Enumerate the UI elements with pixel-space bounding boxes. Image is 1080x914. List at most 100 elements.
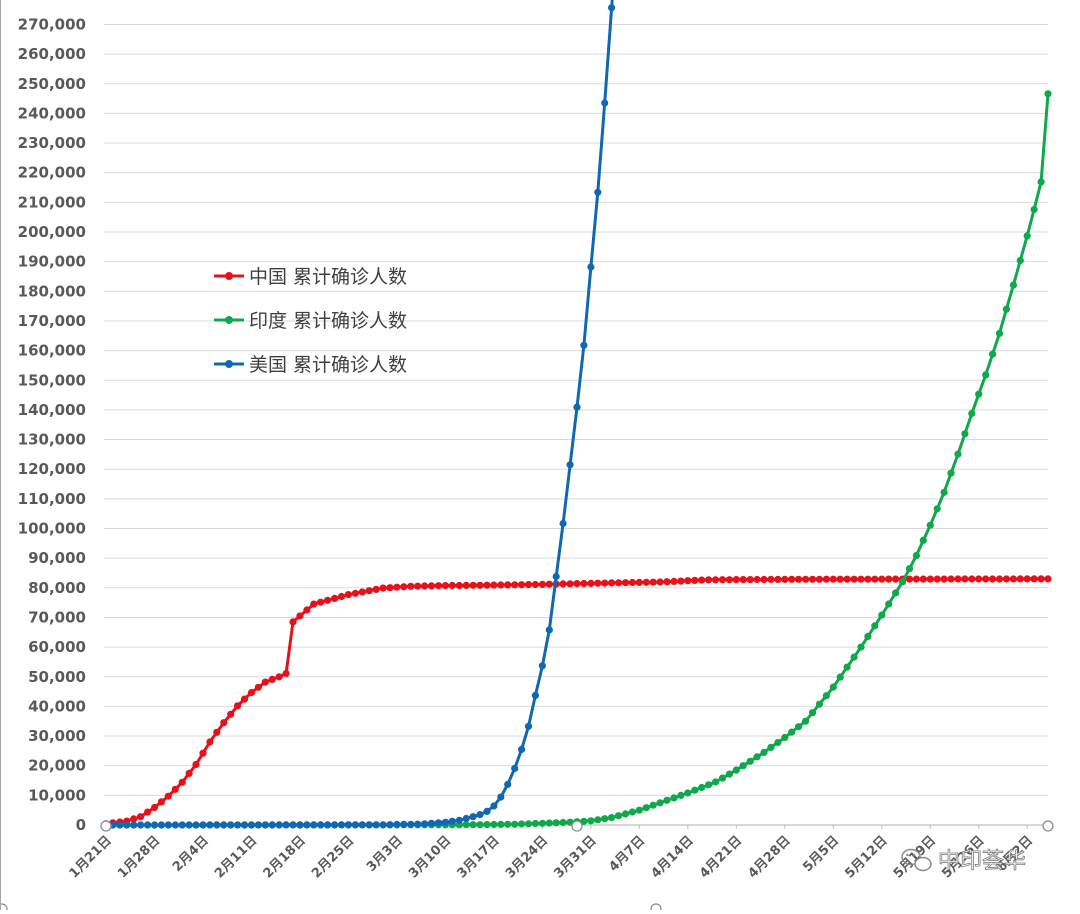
data-point bbox=[691, 576, 699, 585]
data-point bbox=[885, 600, 893, 608]
data-point bbox=[365, 821, 373, 829]
data-point bbox=[615, 812, 623, 820]
legend-item: 印度 累计确诊人数 bbox=[214, 310, 407, 332]
data-point bbox=[123, 821, 131, 829]
resize-handle[interactable] bbox=[1042, 820, 1054, 832]
data-point bbox=[788, 575, 796, 583]
data-point bbox=[677, 577, 685, 585]
data-point bbox=[1030, 205, 1038, 214]
data-point bbox=[324, 596, 332, 604]
data-point bbox=[137, 813, 145, 821]
data-point bbox=[822, 692, 831, 700]
data-point bbox=[1016, 575, 1024, 583]
data-point bbox=[843, 663, 851, 671]
series-2 bbox=[102, 0, 616, 829]
data-point bbox=[642, 578, 650, 586]
data-point bbox=[885, 575, 893, 583]
data-point bbox=[559, 580, 567, 588]
series-lines bbox=[102, 0, 1052, 829]
data-point bbox=[815, 700, 824, 708]
data-point bbox=[1037, 575, 1045, 583]
data-point bbox=[788, 728, 796, 736]
data-point bbox=[407, 582, 415, 590]
data-point bbox=[753, 575, 761, 584]
data-point bbox=[608, 4, 616, 12]
series-line bbox=[106, 93, 1050, 827]
data-point bbox=[213, 728, 221, 736]
data-point bbox=[711, 576, 720, 584]
data-point bbox=[621, 579, 630, 587]
data-point bbox=[573, 580, 581, 588]
data-point bbox=[926, 575, 934, 583]
data-point bbox=[746, 757, 754, 765]
y-tick-label: 70,000 bbox=[28, 608, 86, 626]
data-point bbox=[705, 576, 713, 584]
data-point bbox=[483, 581, 491, 589]
data-point bbox=[843, 575, 851, 583]
data-point bbox=[663, 796, 671, 804]
data-point bbox=[504, 581, 512, 589]
data-point bbox=[261, 821, 269, 829]
data-point bbox=[940, 488, 948, 496]
data-point bbox=[157, 821, 165, 829]
data-point bbox=[1023, 232, 1031, 240]
data-point bbox=[552, 819, 560, 827]
data-point bbox=[815, 575, 824, 583]
data-point bbox=[566, 461, 574, 469]
data-point bbox=[601, 815, 609, 823]
data-point bbox=[331, 821, 339, 829]
resize-handle[interactable] bbox=[100, 820, 112, 832]
resize-handle[interactable] bbox=[571, 820, 583, 832]
data-point bbox=[469, 581, 477, 589]
data-point bbox=[628, 808, 637, 816]
x-tick-label: 2月4日 bbox=[170, 833, 212, 875]
data-point bbox=[545, 580, 553, 588]
data-point bbox=[649, 801, 657, 809]
data-point bbox=[566, 580, 574, 588]
resize-handle[interactable] bbox=[0, 903, 8, 914]
data-point bbox=[919, 575, 927, 583]
y-tick-label: 20,000 bbox=[28, 757, 86, 775]
data-point bbox=[171, 821, 179, 829]
y-tick-label: 230,000 bbox=[18, 134, 86, 152]
data-point bbox=[836, 673, 844, 681]
y-tick-label: 250,000 bbox=[18, 75, 86, 93]
legend-label: 中国 累计确诊人数 bbox=[249, 266, 407, 288]
data-point bbox=[898, 578, 907, 586]
wechat-icon bbox=[901, 848, 932, 872]
data-point bbox=[303, 606, 311, 614]
data-point bbox=[469, 813, 477, 821]
data-point bbox=[199, 749, 207, 757]
data-point bbox=[427, 582, 436, 590]
data-point bbox=[1016, 256, 1024, 265]
x-tick-label: 3月24日 bbox=[503, 833, 551, 881]
y-tick-label: 40,000 bbox=[28, 697, 86, 715]
data-point bbox=[940, 575, 948, 583]
legend-marker bbox=[225, 360, 233, 368]
data-point bbox=[580, 579, 588, 588]
data-point bbox=[621, 810, 630, 818]
y-tick-label: 170,000 bbox=[18, 312, 86, 330]
data-point bbox=[317, 821, 325, 829]
data-point bbox=[545, 626, 553, 634]
data-point bbox=[545, 819, 553, 827]
y-tick-label: 180,000 bbox=[18, 282, 86, 300]
data-point bbox=[192, 760, 200, 769]
data-point bbox=[601, 99, 609, 107]
data-point bbox=[857, 643, 865, 651]
data-point bbox=[434, 819, 443, 827]
x-tick-label: 3月3日 bbox=[364, 833, 406, 875]
data-point bbox=[234, 821, 242, 829]
data-point bbox=[878, 575, 886, 583]
data-point bbox=[1044, 90, 1052, 98]
data-point bbox=[178, 821, 186, 829]
data-point bbox=[594, 188, 602, 196]
data-point bbox=[580, 817, 588, 825]
data-point bbox=[296, 612, 304, 620]
data-point bbox=[774, 738, 782, 747]
data-point bbox=[656, 578, 664, 586]
resize-handle[interactable] bbox=[650, 903, 662, 914]
y-tick-label: 210,000 bbox=[18, 193, 86, 211]
